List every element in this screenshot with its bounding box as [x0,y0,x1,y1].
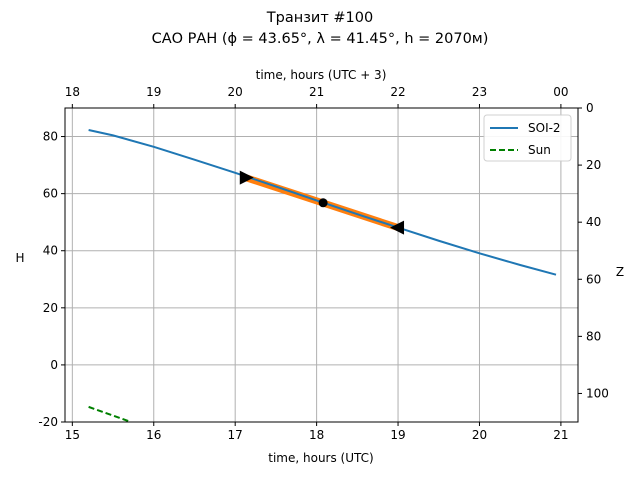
plot-frame [64,107,579,423]
transit-start-marker [239,170,254,185]
top-x-tick-label: 22 [390,85,405,99]
x-axis-label: time, hours (UTC) [268,451,373,465]
x-tick-label: 18 [309,428,324,442]
right-y-axis-label: Z [616,265,624,279]
top-x-tick-label: 21 [309,85,324,99]
right-y-tick-label: 20 [586,158,601,172]
y-tick-label: -20 [38,415,58,429]
right-y-tick-label: 60 [586,272,601,286]
right-y-tick-label: 40 [586,215,601,229]
top-x-axis-label: time, hours (UTC + 3) [256,68,387,82]
x-tick-label: 19 [390,428,405,442]
top-x-tick-label: 19 [146,85,161,99]
series-line-sun [88,405,132,423]
right-y-tick-label: 0 [586,101,594,115]
x-tick-label: 21 [553,428,568,442]
right-y-tick-label: 80 [586,329,601,343]
top-x-tick-label: 23 [472,85,487,99]
transit-end-marker [390,220,405,235]
top-x-tick-label: 18 [65,85,80,99]
chart-subtitle: САО РАН (ϕ = 43.65°, λ = 41.45°, h = 207… [152,31,489,47]
series-line-soi2 [88,129,557,276]
y-tick-label: 60 [43,187,58,201]
x-tick-label: 15 [65,428,80,442]
x-tick-label: 16 [146,428,161,442]
legend: SOI-2 Sun [483,114,572,162]
x-tick-label: 17 [228,428,243,442]
legend-label-sun: Sun [528,143,551,157]
y-tick-label: 0 [50,358,58,372]
transit-midpoint-marker [318,198,328,208]
legend-label-soi2: SOI-2 [528,121,561,135]
x-tick-label: 20 [472,428,487,442]
y-tick-label: 40 [43,244,58,258]
right-y-tick-label: 100 [586,386,609,400]
y-axis-label: H [15,251,24,265]
top-x-tick-label: 00 [553,85,568,99]
chart-title: Транзит #100 [266,10,373,26]
y-tick-label: 20 [43,301,58,315]
top-x-tick-label: 20 [228,85,243,99]
y-tick-label: 80 [43,130,58,144]
